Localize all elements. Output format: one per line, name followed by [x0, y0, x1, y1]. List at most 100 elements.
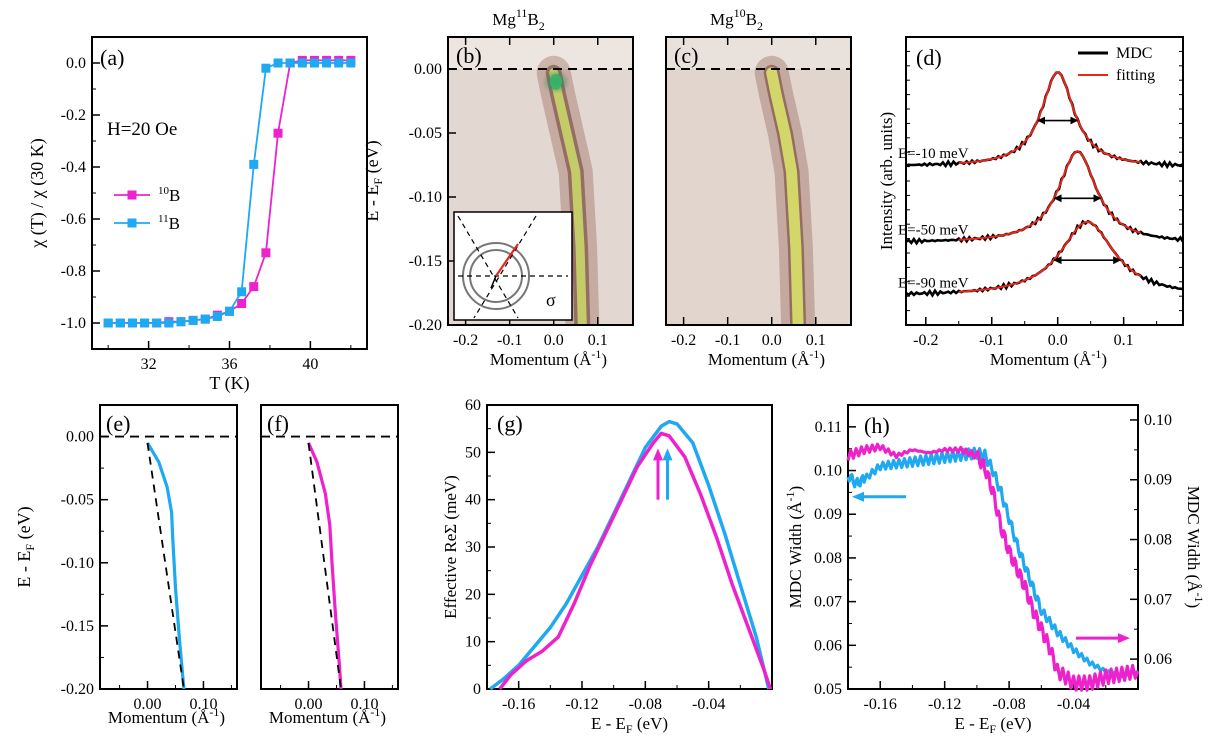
data-point: [115, 318, 125, 328]
x-tick-label: -0.2: [453, 332, 478, 349]
cut-direction: [495, 243, 519, 277]
data-point: [127, 218, 137, 228]
plot-frame-f: [260, 404, 399, 690]
x-tick-label: -0.12: [928, 696, 961, 713]
y-tick-label: -0.10: [409, 189, 442, 206]
inset-label-sigma: σ: [546, 290, 556, 310]
x-tick-label: 0.10: [189, 696, 217, 713]
data-point: [200, 314, 210, 324]
y-tick-label: 60: [465, 397, 481, 414]
data-point: [322, 58, 332, 68]
y-tick-label: -1.0: [61, 315, 86, 332]
x-tick-label: -0.08: [629, 696, 662, 713]
bz-inset: [453, 211, 573, 321]
y-tick-label: 0.11: [815, 419, 842, 436]
x-tick-label: -0.04: [692, 696, 725, 713]
panel-h: -0.16 -0.12 -0.08 -0.04 0.05 0.06 0.07 0.08 0.09…: [783, 404, 1206, 736]
dispersion-line-10B: [307, 442, 343, 690]
panel-title-c: Mg10B2: [710, 6, 763, 33]
y-axis-label: Effective ReΣ (meV): [441, 475, 460, 619]
data-point: [273, 58, 283, 68]
legend-label: 10B: [158, 185, 180, 205]
fit-curve: [958, 71, 1141, 165]
plot-frame-h: [847, 404, 1139, 690]
data-point: [237, 299, 247, 308]
intensity-map-c: [666, 37, 851, 325]
x-tick-label: 0.1: [588, 332, 608, 349]
y-tick-label: -0.20: [61, 681, 94, 698]
width-line-10B: [846, 442, 1140, 692]
legend-label: MDC: [1116, 45, 1152, 62]
panel-g: -0.16 -0.12 -0.08 -0.04 0 10 20 30 40 50 60 (g) E - …: [441, 397, 773, 736]
x-tick-label: 40: [302, 356, 318, 373]
data-point: [188, 315, 198, 325]
y-tick-label: -0.10: [61, 555, 94, 572]
axis-arrowhead-right: [1118, 633, 1130, 644]
y-tick-label: 20: [465, 586, 481, 603]
panel-label-h: (h): [864, 413, 890, 438]
y-tick-label: 0.10: [814, 463, 842, 480]
x-tick-label: -0.08: [992, 696, 1025, 713]
x-tick-label: -0.16: [864, 696, 897, 713]
data-point: [273, 128, 283, 138]
plot-frame-e: [99, 404, 238, 690]
curve-label: E=-90 meV: [898, 276, 969, 292]
x-tick-label: 0.1: [806, 332, 826, 349]
y-tick-label: -0.8: [61, 263, 86, 280]
bz-boundary: [473, 215, 537, 319]
x-axis-label: Momentum (Å-1): [108, 705, 225, 727]
axis-label-energy: E - EF (eV): [591, 714, 668, 736]
x-tick-label: -0.04: [1057, 696, 1090, 713]
data-point: [152, 318, 162, 328]
x-tick-label: 0.0: [1048, 332, 1068, 349]
y-tick-label: 0: [473, 681, 481, 698]
y-tick-label: 50: [465, 444, 481, 461]
panel-label-a: (a): [100, 45, 124, 70]
x-tick-label: -0.2: [913, 332, 938, 349]
panel-label-g: (g): [497, 411, 523, 436]
x-tick-label: 0.00: [295, 696, 323, 713]
data-point: [164, 318, 174, 328]
data-point: [127, 190, 137, 200]
y-tick-label: 0.09: [814, 506, 842, 523]
below-fermi-shading: [666, 69, 851, 325]
y-tick-label-right: 0.09: [1144, 472, 1172, 489]
axis-label-energy: E - EF (eV): [362, 140, 385, 221]
band-peak: [766, 67, 804, 325]
y-tick-label: -0.05: [61, 492, 94, 509]
data-point: [212, 312, 222, 321]
data-point: [334, 58, 344, 68]
x-tick-label: -0.16: [502, 696, 535, 713]
y-tick-label: 10: [465, 634, 481, 651]
data-point: [176, 317, 186, 327]
axis-label-energy: E - EF (eV): [954, 714, 1031, 736]
data-point: [237, 287, 247, 297]
y-tick-label-right: 0.08: [1144, 532, 1172, 549]
peak-arrowhead-10B: [653, 448, 663, 461]
y-axis-label-left: MDC Width (Å-1): [783, 486, 805, 608]
plot-frame-c: [665, 36, 852, 326]
self-energy-line-11B: [489, 419, 771, 691]
y-tick-label: 0.00: [66, 429, 94, 446]
plot-frame-b: [447, 36, 634, 326]
panel-d: -0.2 -0.1 0.0 0.1 E=-10 meV E=-50 meV E=-90 me…: [877, 36, 1185, 369]
y-axis-label-right: MDC Width (Å-1): [1184, 486, 1206, 608]
annotation-field: H=20 Oe: [107, 119, 177, 140]
panel-e: 0.00 0.10 0.00 -0.05 -0.10 -0.15 -0.20 E - EF (…: [14, 404, 238, 727]
bz-boundary: [457, 215, 519, 319]
x-tick-label: 0.1: [1114, 332, 1134, 349]
x-tick-label: -0.1: [715, 332, 740, 349]
x-axis-label: Momentum (Å-1): [490, 347, 607, 369]
x-tick-label: -0.12: [565, 696, 598, 713]
y-axis-label: Intensity (arb. units): [877, 112, 896, 250]
y-tick-label: -0.6: [61, 211, 86, 228]
y-tick-label: 0.00: [414, 61, 442, 78]
data-point: [261, 63, 271, 73]
curve-label: E=-50 meV: [898, 222, 969, 238]
fit-curve: [958, 150, 1142, 241]
x-tick-label: 0.10: [350, 696, 378, 713]
x-axis-label: T (K): [209, 373, 249, 394]
x-axis-label: Momentum (Å-1): [269, 705, 386, 727]
